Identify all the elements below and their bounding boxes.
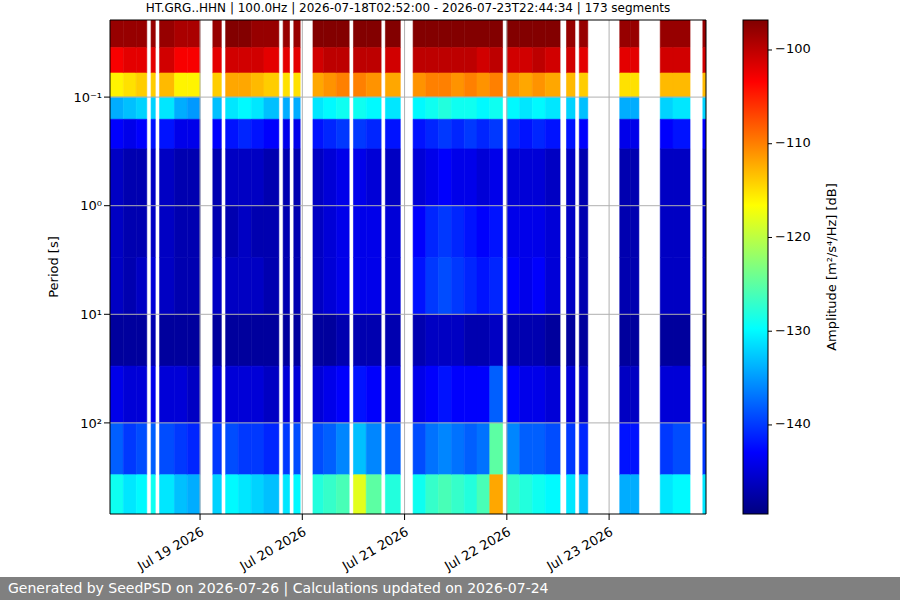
svg-text:−110: −110 [775, 135, 811, 150]
svg-text:Jul 19 2026: Jul 19 2026 [134, 524, 206, 574]
svg-text:HT.GRG..HHN | 100.0Hz | 2026-0: HT.GRG..HHN | 100.0Hz | 2026-07-18T02:52… [146, 1, 671, 15]
svg-text:10⁻¹: 10⁻¹ [73, 90, 102, 105]
svg-text:Period [s]: Period [s] [46, 236, 61, 298]
svg-text:Generated by SeedPSD on 2026-0: Generated by SeedPSD on 2026-07-26 | Cal… [8, 580, 549, 597]
svg-text:−130: −130 [775, 323, 811, 338]
svg-text:Jul 23 2026: Jul 23 2026 [543, 524, 615, 574]
svg-text:−100: −100 [775, 41, 811, 56]
svg-text:10²: 10² [80, 416, 102, 431]
svg-text:−120: −120 [775, 229, 811, 244]
svg-text:Jul 22 2026: Jul 22 2026 [441, 524, 513, 574]
svg-text:10¹: 10¹ [80, 307, 102, 322]
svg-text:Jul 21 2026: Jul 21 2026 [339, 524, 411, 574]
svg-text:Jul 20 2026: Jul 20 2026 [237, 524, 309, 574]
svg-text:−140: −140 [775, 416, 811, 431]
svg-text:Amplitude [m²/s⁴/Hz] [dB]: Amplitude [m²/s⁴/Hz] [dB] [824, 183, 839, 351]
svg-text:10⁰: 10⁰ [80, 198, 102, 213]
